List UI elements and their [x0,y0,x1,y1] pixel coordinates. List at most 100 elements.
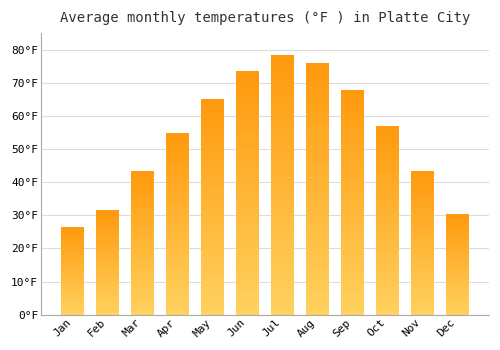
Bar [131,215,154,217]
Bar [341,96,363,99]
Bar [201,132,224,134]
Bar [62,297,84,298]
Bar [306,101,328,103]
Bar [271,312,293,315]
Bar [306,280,328,282]
Bar [446,222,468,223]
Bar [376,145,398,147]
Bar [341,121,363,123]
Bar [201,112,224,114]
Bar [446,271,468,272]
Bar [236,288,259,290]
Bar [166,140,189,142]
Bar [341,218,363,220]
Bar [96,265,119,266]
Bar [446,276,468,277]
Bar [341,112,363,114]
Bar [341,279,363,281]
Bar [446,308,468,309]
Bar [166,160,189,162]
Bar [131,223,154,224]
Bar [376,290,398,292]
Bar [62,309,84,310]
Bar [131,221,154,223]
Bar [341,236,363,238]
Bar [376,233,398,236]
Bar [306,131,328,133]
Bar [62,302,84,303]
Bar [166,222,189,224]
Bar [131,272,154,273]
Bar [236,300,259,302]
Bar [96,254,119,255]
Bar [62,303,84,304]
Bar [236,100,259,103]
Bar [62,268,84,269]
Bar [166,293,189,295]
Bar [201,214,224,216]
Bar [341,256,363,258]
Bar [271,247,293,250]
Bar [166,187,189,189]
Bar [306,118,328,121]
Bar [96,282,119,284]
Bar [446,236,468,237]
Bar [96,306,119,307]
Bar [166,225,189,227]
Bar [201,151,224,153]
Bar [201,160,224,162]
Bar [376,179,398,181]
Bar [376,177,398,179]
Bar [201,265,224,267]
Bar [271,146,293,148]
Bar [341,299,363,301]
Bar [411,199,434,201]
Bar [96,281,119,282]
Bar [96,242,119,243]
Bar [306,242,328,244]
Bar [341,159,363,162]
Bar [271,252,293,255]
Bar [341,200,363,202]
Bar [341,261,363,263]
Bar [96,312,119,313]
Bar [166,171,189,173]
Bar [446,214,468,215]
Bar [446,219,468,220]
Bar [62,246,84,247]
Bar [446,246,468,247]
Bar [376,267,398,270]
Bar [96,308,119,309]
Bar [131,287,154,289]
Bar [271,159,293,161]
Bar [446,232,468,233]
Bar [411,221,434,223]
Bar [411,282,434,283]
Bar [236,286,259,288]
Bar [201,136,224,138]
Bar [62,265,84,266]
Bar [62,236,84,237]
Bar [62,291,84,292]
Bar [131,260,154,261]
Bar [376,169,398,171]
Bar [62,277,84,278]
Bar [236,227,259,230]
Bar [131,243,154,244]
Bar [236,222,259,225]
Bar [306,257,328,259]
Bar [236,147,259,149]
Bar [411,302,434,303]
Bar [446,296,468,298]
Bar [446,243,468,244]
Bar [166,153,189,154]
Bar [341,204,363,206]
Bar [62,228,84,229]
Bar [446,225,468,226]
Bar [446,242,468,243]
Bar [376,288,398,290]
Bar [271,218,293,221]
Bar [376,175,398,177]
Bar [271,99,293,102]
Bar [411,179,434,181]
